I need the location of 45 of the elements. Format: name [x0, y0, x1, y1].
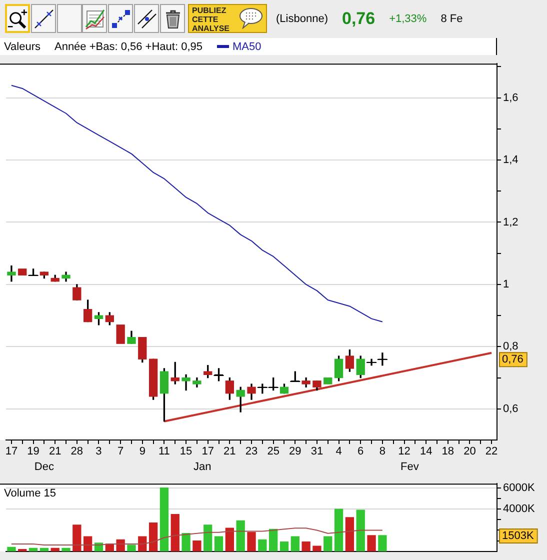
y-tick-label: 0,6 — [503, 402, 518, 415]
annotation: 0,76 — [502, 354, 524, 366]
text: 0,76 — [342, 8, 376, 28]
x-tick-label: 17 — [202, 446, 214, 458]
y-tick-label: 1 — [503, 278, 510, 290]
y-tick-label: 1,6 — [503, 92, 518, 104]
x-tick-label: 21 — [48, 446, 62, 458]
x-tick-label: 15 — [180, 446, 192, 458]
x-tick-label: 17 — [5, 446, 18, 458]
x-tick-label: 7 — [118, 446, 124, 458]
x-tick-label: 19 — [27, 446, 40, 458]
legend-label: MA50 — [232, 40, 262, 52]
x-tick-label: 11 — [158, 446, 170, 458]
x-tick-label: 18 — [442, 446, 454, 458]
x-tick-label: 25 — [267, 446, 280, 458]
chart-title: Volume 15 — [4, 488, 56, 500]
x-tick-label: 12 — [398, 446, 410, 458]
x-tick-label: 31 — [310, 446, 324, 458]
x-tick-label: 20 — [464, 446, 476, 458]
x-tick-label: 8 — [379, 446, 386, 458]
publish-button: PUBLIEZ CETTE ANALYSE — [188, 4, 267, 33]
x-tick-label: 9 — [139, 446, 146, 458]
x-tick-label: 28 — [70, 446, 84, 458]
y-tick-label: 1,4 — [503, 154, 518, 166]
x-tick-label: 3 — [96, 446, 102, 458]
x-tick-label: 4 — [336, 446, 342, 458]
x-tick-label: 23 — [245, 446, 258, 458]
text: Dec — [34, 461, 54, 474]
y-tick-label: 4000K — [503, 503, 536, 516]
text: (Lisbonne) — [276, 12, 328, 24]
x-tick-label: 6 — [358, 446, 364, 458]
legend-title: Valeurs — [4, 40, 40, 52]
x-tick-label: 14 — [420, 446, 432, 458]
text: Jan — [194, 461, 212, 474]
text: Année +Bas: 0,56 +Haut: 0,95 — [54, 40, 202, 52]
text: Fev — [400, 461, 420, 474]
y-tick-label: 0,8 — [503, 340, 518, 353]
text: 8 Fe — [440, 12, 463, 24]
y-tick-label: 1,2 — [503, 216, 518, 228]
x-tick-label: 22 — [485, 446, 498, 458]
annotation: 1503K — [502, 530, 534, 542]
x-tick-label: 21 — [224, 446, 236, 458]
y-tick-label: 6000K — [503, 482, 536, 494]
text: +1,33% — [389, 12, 427, 24]
x-tick-label: 29 — [289, 446, 302, 458]
